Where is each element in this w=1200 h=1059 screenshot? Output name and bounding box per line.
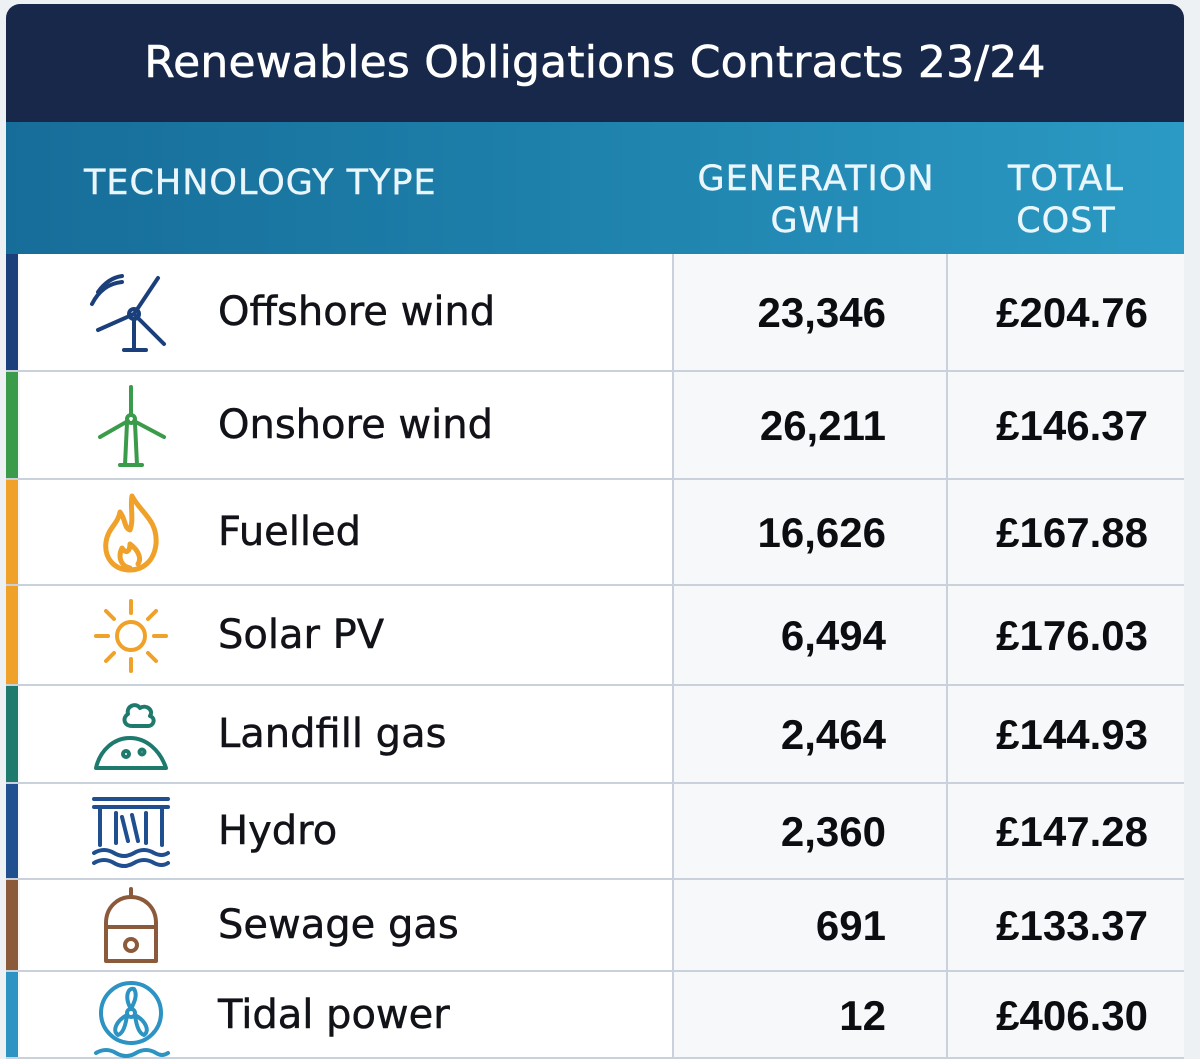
generation-value: 691 [815,902,886,949]
cell-generation: 6,494 [674,586,948,684]
generation-value: 2,360 [780,808,886,855]
technology-label: Onshore wind [218,402,493,449]
offshore-wind-turbine-icon [88,270,174,356]
total-cost-value: £204.76 [996,289,1148,336]
total-cost-value: £167.88 [996,509,1148,556]
cell-generation: 16,626 [674,480,948,584]
cell-technology: Hydro [20,784,674,878]
total-cost-value: £147.28 [996,808,1148,855]
sewage-tank-icon [88,883,174,969]
row-accent-bar [6,784,18,878]
flame-icon [88,490,174,576]
cell-total-cost: £144.93 [948,686,1184,782]
cell-total-cost: £167.88 [948,480,1184,584]
hydro-dam-icon [88,789,174,875]
row-accent-bar [6,586,18,684]
cell-total-cost: £146.37 [948,372,1184,478]
cell-technology: Offshore wind [20,254,674,370]
row-accent-bar [6,480,18,584]
table-row: Onshore wind 26,211 £146.37 [6,372,1184,480]
cell-technology: Onshore wind [20,372,674,478]
table-card: Renewables Obligations Contracts 23/24 T… [6,4,1184,1059]
cell-total-cost: £133.37 [948,880,1184,970]
table-header: TECHNOLOGY TYPE GENERATION GWh TOTAL COS… [6,122,1184,254]
technology-label: Sewage gas [218,902,459,949]
table-row: Offshore wind 23,346 £204.76 [6,254,1184,372]
technology-label: Tidal power [218,992,450,1039]
total-cost-value: £144.93 [996,711,1148,758]
column-header-technology: TECHNOLOGY TYPE [84,163,437,203]
row-accent-bar [6,686,18,782]
technology-label: Solar PV [218,612,385,659]
generation-value: 23,346 [757,289,886,336]
technology-label: Fuelled [218,509,362,556]
generation-value: 12 [839,992,886,1039]
onshore-wind-turbine-icon [88,383,174,469]
cell-total-cost: £147.28 [948,784,1184,878]
total-cost-value: £133.37 [996,902,1148,949]
table-row: Fuelled 16,626 £167.88 [6,480,1184,586]
technology-label: Hydro [218,808,338,855]
cell-technology: Solar PV [20,586,674,684]
technology-label: Offshore wind [218,289,496,336]
cell-total-cost: £406.30 [948,972,1184,1057]
cell-generation: 12 [674,972,948,1057]
page-title: Renewables Obligations Contracts 23/24 [144,36,1046,88]
generation-value: 26,211 [759,402,886,449]
cell-total-cost: £204.76 [948,254,1184,370]
landfill-mound-icon [88,692,174,778]
generation-value: 6,494 [780,612,886,659]
total-cost-value: £406.30 [996,992,1148,1039]
cell-generation: 691 [674,880,948,970]
table-row: Sewage gas 691 £133.37 [6,880,1184,972]
cell-technology: Tidal power [20,972,674,1059]
generation-value: 2,464 [780,711,886,758]
row-accent-bar [6,880,18,970]
sun-icon [88,593,174,679]
column-header-generation-line2: GWh [770,201,862,241]
cell-technology: Sewage gas [20,880,674,970]
table-row: Landfill gas 2,464 £144.93 [6,686,1184,784]
cell-generation: 26,211 [674,372,948,478]
column-header-cost: TOTAL COST [986,158,1146,242]
cell-technology: Landfill gas [20,686,674,782]
title-bar: Renewables Obligations Contracts 23/24 [6,4,1184,122]
column-header-generation-line1: GENERATION [697,159,935,199]
generation-value: 16,626 [757,509,886,556]
column-header-cost-line1: TOTAL [1007,159,1125,199]
row-accent-bar [6,372,18,478]
cell-technology: Fuelled [20,480,674,584]
column-header-cost-line2: COST [1016,201,1116,241]
table-row: Tidal power 12 £406.30 [6,972,1184,1059]
cell-generation: 23,346 [674,254,948,370]
technology-label: Landfill gas [218,711,447,758]
total-cost-value: £176.03 [996,612,1148,659]
cell-total-cost: £176.03 [948,586,1184,684]
cell-generation: 2,360 [674,784,948,878]
table-row: Solar PV 6,494 £176.03 [6,586,1184,686]
column-header-generation: GENERATION GWh [696,158,936,242]
table-row: Hydro 2,360 £147.28 [6,784,1184,880]
tidal-turbine-icon [88,973,174,1059]
row-accent-bar [6,254,18,370]
cell-generation: 2,464 [674,686,948,782]
row-accent-bar [6,972,18,1057]
total-cost-value: £146.37 [996,402,1148,449]
